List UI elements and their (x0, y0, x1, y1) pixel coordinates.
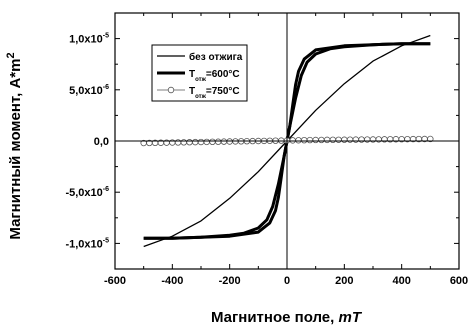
legend-label: Tотж=750°C (189, 86, 240, 100)
y-axis-title: Магнитный момент, A*m2 (5, 52, 24, 239)
data-point-750 (180, 139, 187, 146)
x-axis-title: Магнитное поле, mT (211, 309, 363, 326)
data-point-750 (306, 136, 314, 144)
data-point-750 (312, 136, 319, 144)
data-point-750 (323, 136, 331, 144)
data-point-750 (295, 137, 302, 144)
data-point-750 (335, 136, 342, 143)
data-point-750 (318, 136, 325, 144)
data-point-750 (352, 136, 359, 143)
data-point-750 (427, 135, 434, 143)
data-point-750 (346, 136, 354, 143)
x-tick-label: 0 (284, 275, 290, 287)
data-point-750 (341, 136, 348, 143)
y-tick-label: -5,0x10-6 (65, 186, 109, 199)
x-tick-label: -200 (219, 275, 241, 287)
legend-item: без отжига (157, 51, 243, 63)
legend: без отжига Tотж=600°C Tотж=750°C (151, 44, 248, 102)
data-point-750 (209, 138, 216, 146)
legend-label: Tотж=600°C (189, 69, 240, 83)
x-tick-label: 200 (335, 275, 353, 287)
data-point-750 (214, 138, 222, 145)
data-point-750 (192, 138, 199, 146)
data-point-750 (197, 138, 205, 146)
legend-swatch-circle (167, 86, 175, 94)
data-point-750 (226, 138, 233, 145)
x-tick-label: -400 (161, 275, 183, 287)
x-tick-label: 600 (450, 275, 468, 287)
data-point-750 (301, 136, 308, 144)
legend-label: без отжига (189, 51, 243, 63)
x-tick-label: 400 (392, 275, 410, 287)
data-point-750 (220, 138, 228, 145)
y-tick-label: 1,0x10-5 (69, 33, 109, 46)
data-point-750 (186, 139, 193, 146)
x-tick-label: -600 (104, 275, 126, 287)
y-tick-label: 0,0 (94, 136, 109, 148)
data-point-750 (329, 136, 337, 144)
data-point-750 (203, 138, 210, 146)
y-tick-label: -1,0x10-5 (65, 237, 109, 250)
axes: -600 -400 -200 0 200 400 600 1,0x10-5 5,0x10-6 0,… (65, 12, 468, 287)
legend-item: Tотж=600°C (157, 69, 240, 83)
data-point-750 (358, 136, 365, 143)
y-tick-label: 5,0x10-6 (69, 84, 109, 97)
data-point-750 (289, 137, 296, 144)
data-point-750 (174, 139, 182, 146)
legend-item: Tотж=750°C (157, 86, 240, 100)
